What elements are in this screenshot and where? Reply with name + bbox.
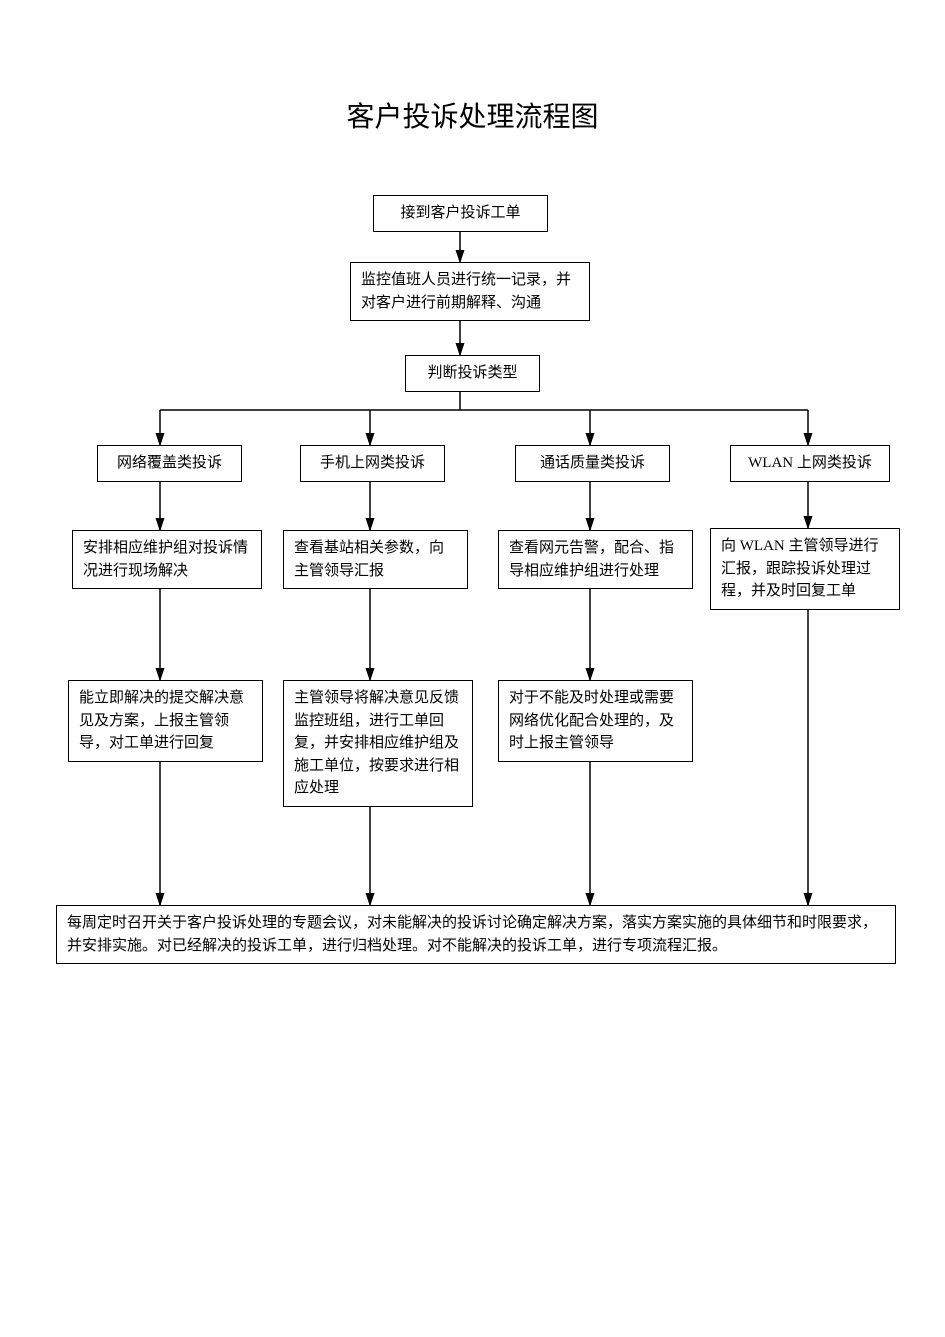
flowchart-node-n1: 接到客户投诉工单 — [373, 195, 548, 232]
flowchart-node-d2: 主管领导将解决意见反馈监控班组，进行工单回复，并安排相应维护组及施工单位，按要求… — [283, 680, 473, 807]
flowchart-node-d1: 能立即解决的提交解决意见及方案，上报主管领导，对工单进行回复 — [68, 680, 263, 762]
flowchart-node-c4: 向 WLAN 主管领导进行汇报，跟踪投诉处理过程，并及时回复工单 — [710, 528, 900, 610]
flowchart-node-b3: 通话质量类投诉 — [515, 445, 670, 482]
flowchart-node-b4: WLAN 上网类投诉 — [730, 445, 890, 482]
flowchart-node-b1: 网络覆盖类投诉 — [97, 445, 242, 482]
flowchart-node-n3: 判断投诉类型 — [405, 355, 540, 392]
flowchart-node-n2: 监控值班人员进行统一记录，并对客户进行前期解释、沟通 — [350, 262, 590, 321]
flowchart-node-c2: 查看基站相关参数，向主管领导汇报 — [283, 530, 468, 589]
flowchart-node-b2: 手机上网类投诉 — [300, 445, 445, 482]
flowchart-node-d3: 对于不能及时处理或需要网络优化配合处理的，及时上报主管领导 — [498, 680, 693, 762]
flowchart-node-c3: 查看网元告警，配合、指导相应维护组进行处理 — [498, 530, 693, 589]
flowchart-node-c1: 安排相应维护组对投诉情况进行现场解决 — [72, 530, 262, 589]
page-title: 客户投诉处理流程图 — [0, 95, 945, 135]
flowchart-node-end: 每周定时召开关于客户投诉处理的专题会议，对未能解决的投诉讨论确定解决方案，落实方… — [56, 905, 896, 964]
